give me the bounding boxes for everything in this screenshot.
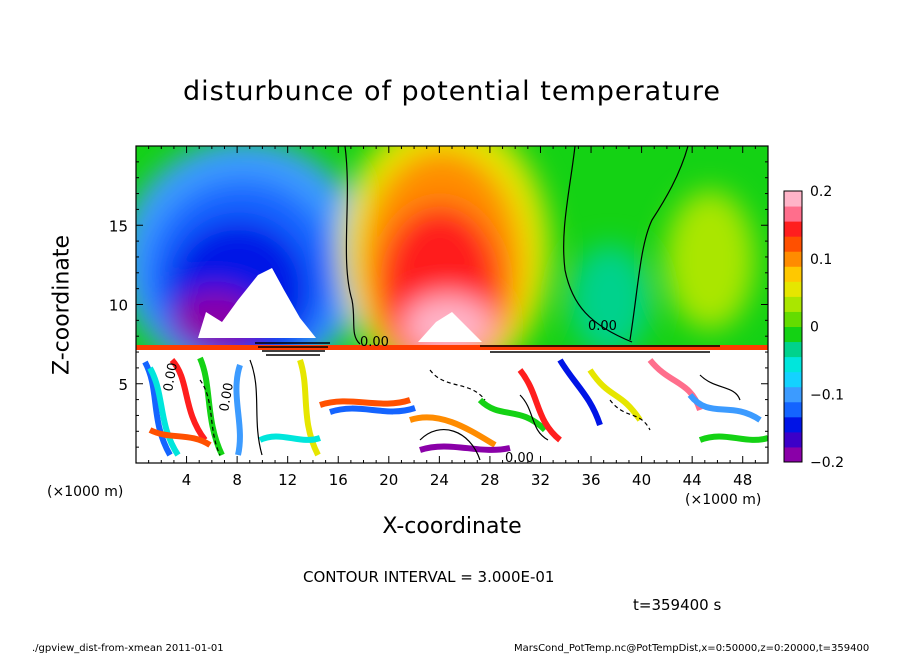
contour-lines	[199, 146, 741, 461]
warm-core-white	[418, 312, 482, 342]
colorbar-swatch	[784, 206, 802, 222]
chart-title: disturbunce of potential temperature	[183, 76, 721, 107]
colorbar-swatch	[784, 266, 802, 282]
x-axis-label: X-coordinate	[382, 514, 522, 539]
right-warm-feature	[665, 190, 755, 330]
colorbar	[783, 190, 803, 463]
colorbar-tick-label: 0.1	[810, 252, 832, 268]
x-tick-label: 28	[480, 471, 499, 489]
footer-right: MarsCond_PotTemp.nc@PotTempDist,x=0:5000…	[514, 643, 870, 654]
y-unit-label: (×1000 m)	[47, 484, 124, 500]
colorbar-swatch	[784, 401, 802, 418]
contour-label: 0.00	[360, 335, 389, 350]
contour-interval-label: CONTOUR INTERVAL = 3.000E-01	[303, 568, 555, 586]
colorbar-swatch	[784, 236, 802, 252]
colorbar-tick-label: 0	[810, 320, 819, 336]
x-axis: 4 8 12 16 20 24 28 32 36 40 44 48	[148, 146, 756, 489]
y-tick-label: 10	[109, 297, 128, 315]
x-tick-label: 8	[232, 471, 242, 489]
colorbar-frame	[783, 190, 803, 463]
colorbar-swatch	[784, 311, 802, 327]
colorbar-swatch	[784, 416, 802, 433]
colorbar-swatch	[784, 371, 802, 388]
contour-label: 0.00	[588, 319, 617, 334]
time-label: t=359400 s	[633, 596, 722, 614]
colorbar-swatch	[784, 296, 802, 312]
heatmap-field	[136, 146, 768, 463]
colorbar-swatch	[784, 326, 802, 343]
contour-zero-left	[344, 146, 361, 345]
contour-cluster	[255, 342, 720, 356]
x-tick-label: 44	[683, 471, 702, 489]
x-tick-label: 12	[278, 471, 297, 489]
colorbar-tick-label: −0.2	[810, 455, 844, 471]
x-tick-label: 4	[182, 471, 192, 489]
colorbar-swatch	[784, 446, 802, 463]
contour-label: 0.00	[217, 382, 237, 413]
y-tick-label: 5	[118, 376, 128, 394]
x-unit-label: (×1000 m)	[685, 492, 762, 508]
colorbar-tick-label: 0.2	[810, 184, 832, 200]
colorbar-ticks: 0.2 0.1 0 −0.1 −0.2	[810, 184, 844, 471]
convective-cells	[142, 356, 768, 457]
contour-zero-mid	[563, 146, 633, 343]
contour-label: 0.00	[505, 451, 534, 466]
x-tick-label: 48	[733, 471, 752, 489]
x-tick-label: 32	[531, 471, 550, 489]
cold-core-white	[198, 268, 316, 338]
colorbar-swatch	[784, 251, 802, 267]
colorbar-swatch	[784, 341, 802, 358]
y-tick-label: 15	[109, 217, 128, 235]
footer-left: ./gpview_dist-from-xmean 2011-01-01	[32, 643, 224, 654]
colorbar-swatch	[784, 221, 802, 237]
colorbar-swatch	[784, 431, 802, 448]
colorbar-swatch	[784, 356, 802, 373]
x-tick-label: 36	[581, 471, 600, 489]
x-tick-label: 20	[379, 471, 398, 489]
colorbar-swatch	[784, 386, 802, 403]
x-tick-label: 24	[430, 471, 449, 489]
contour-label: 0.00	[161, 362, 181, 393]
x-tick-label: 40	[632, 471, 651, 489]
right-cool-feature	[570, 245, 650, 355]
colorbar-swatch	[784, 281, 802, 297]
colorbar-tick-label: −0.1	[810, 387, 844, 403]
inversion-band	[136, 345, 768, 350]
y-axis: 5 10 15	[109, 161, 768, 448]
contour-labels: 0.00 0.00 0.00 0.00 0.00	[161, 319, 617, 466]
contour-zero-right	[629, 146, 689, 341]
x-tick-label: 16	[329, 471, 348, 489]
colorbar-swatch	[784, 191, 802, 207]
